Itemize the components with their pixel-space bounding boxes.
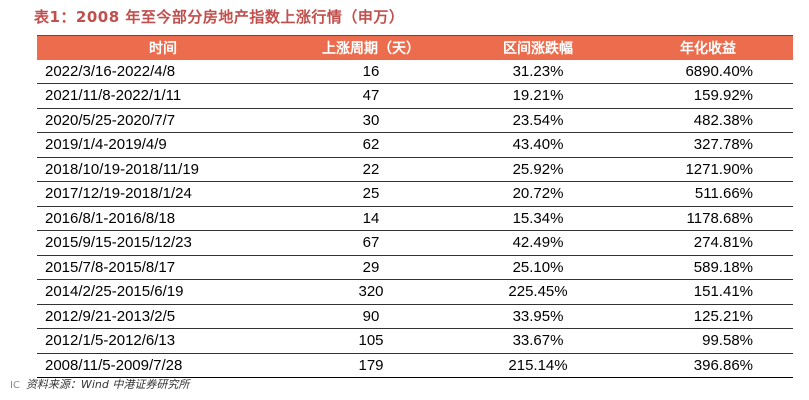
header-period: 时间 — [37, 35, 289, 60]
cell-change: 19.21% — [453, 83, 623, 109]
cell-annual: 99.58% — [623, 328, 793, 354]
cell-days: 30 — [289, 108, 453, 133]
cell-change: 15.34% — [453, 206, 623, 231]
cell-period: 2019/1/4-2019/4/9 — [37, 132, 289, 158]
table-row: 2008/11/5-2009/7/28 179 215.14% 396.86% — [37, 353, 793, 378]
cell-change: 43.40% — [453, 132, 623, 158]
cell-annual: 396.86% — [623, 353, 793, 378]
header-annual: 年化收益 — [623, 35, 793, 60]
cell-days: 67 — [289, 230, 453, 256]
cell-change: 33.95% — [453, 304, 623, 329]
cell-annual: 151.41% — [623, 279, 793, 305]
table-row: 2015/7/8-2015/8/17 29 25.10% 589.18% — [37, 255, 793, 280]
cell-change: 25.92% — [453, 157, 623, 182]
table-row: 2019/1/4-2019/4/9 62 43.40% 327.78% — [37, 132, 793, 158]
cell-days: 320 — [289, 279, 453, 305]
cell-period: 2016/8/1-2016/8/18 — [37, 206, 289, 231]
cell-change: 25.10% — [453, 255, 623, 280]
source-text: 资料来源：Wind 中港证券研究所 — [25, 378, 190, 391]
cell-period: 2015/7/8-2015/8/17 — [37, 255, 289, 280]
table-row: 2022/3/16-2022/4/8 16 31.23% 6890.40% — [37, 59, 793, 84]
header-row: 时间 上涨周期（天） 区间涨跌幅 年化收益 — [37, 35, 793, 60]
cell-days: 29 — [289, 255, 453, 280]
table-title: 表1：2008 年至今部分房地产指数上涨行情（申万） — [34, 8, 405, 26]
cell-days: 179 — [289, 353, 453, 378]
table-row: 2020/5/25-2020/7/7 30 23.54% 482.38% — [37, 108, 793, 133]
cell-change: 33.67% — [453, 328, 623, 354]
cell-period: 2012/9/21-2013/2/5 — [37, 304, 289, 329]
table-row: 2018/10/19-2018/11/19 22 25.92% 1271.90% — [37, 157, 793, 182]
cell-days: 25 — [289, 181, 453, 207]
cell-annual: 511.66% — [623, 181, 793, 207]
cell-annual: 125.21% — [623, 304, 793, 329]
header-change: 区间涨跌幅 — [453, 35, 623, 60]
cell-annual: 1178.68% — [623, 206, 793, 231]
cell-change: 225.45% — [453, 279, 623, 305]
cell-days: 14 — [289, 206, 453, 231]
cell-period: 2008/11/5-2009/7/28 — [37, 353, 289, 378]
cell-change: 23.54% — [453, 108, 623, 133]
cell-days: 90 — [289, 304, 453, 329]
cell-change: 31.23% — [453, 59, 623, 84]
cell-period: 2020/5/25-2020/7/7 — [37, 108, 289, 133]
cell-period: 2022/3/16-2022/4/8 — [37, 59, 289, 84]
cell-period: 2018/10/19-2018/11/19 — [37, 157, 289, 182]
cell-days: 62 — [289, 132, 453, 158]
cell-annual: 1271.90% — [623, 157, 793, 182]
source-note: IC 资料来源：Wind 中港证券研究所 — [10, 376, 189, 392]
cell-annual: 159.92% — [623, 83, 793, 109]
cell-days: 105 — [289, 328, 453, 354]
cell-annual: 482.38% — [623, 108, 793, 133]
table-row: 2017/12/19-2018/1/24 25 20.72% 511.66% — [37, 181, 793, 207]
cell-annual: 327.78% — [623, 132, 793, 158]
cell-period: 2012/1/5-2012/6/13 — [37, 328, 289, 354]
cell-change: 42.49% — [453, 230, 623, 256]
header-days: 上涨周期（天） — [289, 35, 453, 60]
table-row: 2015/9/15-2015/12/23 67 42.49% 274.81% — [37, 230, 793, 256]
table-row: 2012/9/21-2013/2/5 90 33.95% 125.21% — [37, 304, 793, 329]
cell-days: 16 — [289, 59, 453, 84]
table-row: 2012/1/5-2012/6/13 105 33.67% 99.58% — [37, 328, 793, 354]
cell-period: 2021/11/8-2022/1/11 — [37, 83, 289, 109]
cell-annual: 589.18% — [623, 255, 793, 280]
cell-period: 2015/9/15-2015/12/23 — [37, 230, 289, 256]
cell-days: 47 — [289, 83, 453, 109]
cell-change: 20.72% — [453, 181, 623, 207]
watermark-mark: IC — [10, 380, 20, 391]
table-body: 2022/3/16-2022/4/8 16 31.23% 6890.40% 2021/1… — [37, 59, 793, 378]
cell-annual: 6890.40% — [623, 59, 793, 84]
table-row: 2016/8/1-2016/8/18 14 15.34% 1178.68% — [37, 206, 793, 231]
table-row: 2014/2/25-2015/6/19 320 225.45% 151.41% — [37, 279, 793, 305]
data-table: 时间 上涨周期（天） 区间涨跌幅 年化收益 2022/3/16-2022/4/8… — [37, 35, 793, 378]
table-row: 2021/11/8-2022/1/11 47 19.21% 159.92% — [37, 83, 793, 109]
cell-annual: 274.81% — [623, 230, 793, 256]
cell-change: 215.14% — [453, 353, 623, 378]
cell-period: 2017/12/19-2018/1/24 — [37, 181, 289, 207]
cell-days: 22 — [289, 157, 453, 182]
cell-period: 2014/2/25-2015/6/19 — [37, 279, 289, 305]
